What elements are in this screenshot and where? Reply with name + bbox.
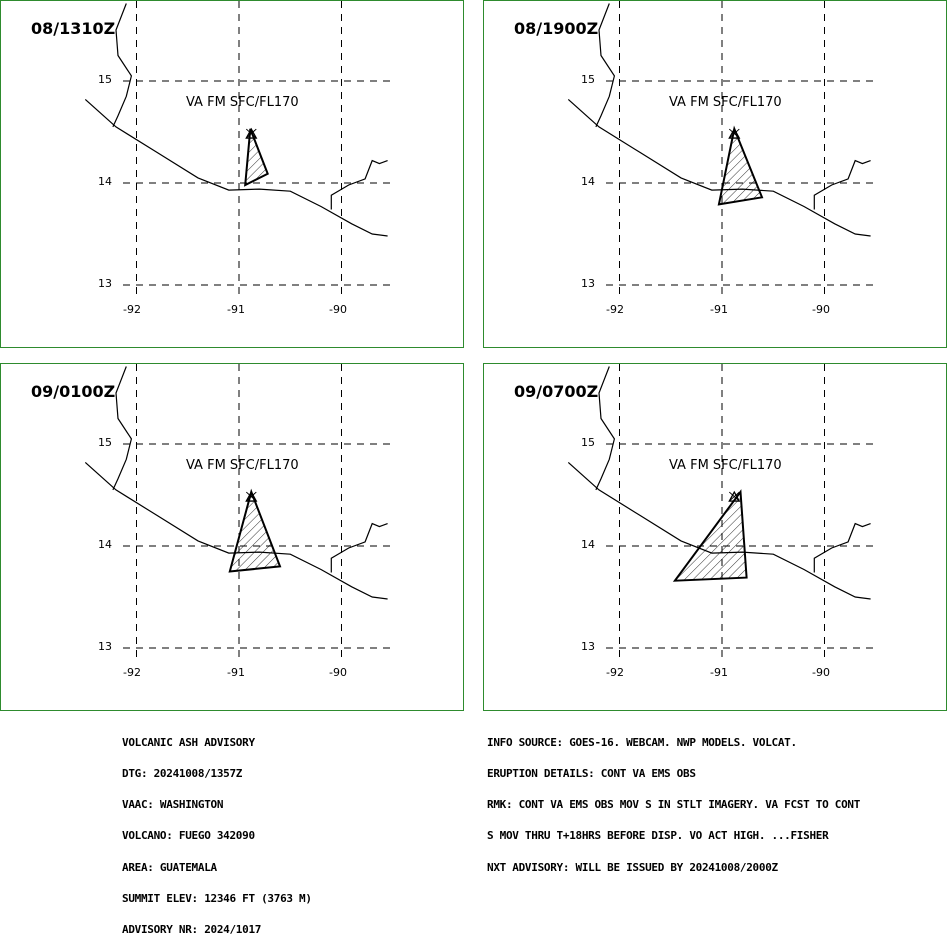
panel-time: 09/0100Z — [31, 382, 116, 401]
volcano-icon-cross — [728, 491, 740, 502]
lat-label-13: 13 — [581, 277, 595, 290]
volcano-icon — [245, 490, 258, 502]
advisory-next: NXT ADVISORY: WILL BE ISSUED BY 20241008… — [487, 860, 778, 874]
ash-height-label: VA FM SFC/FL170 — [669, 458, 782, 473]
coastline — [84, 98, 388, 237]
lat-label-14: 14 — [98, 538, 112, 551]
advisory-info-source: INFO SOURCE: GOES-16. WEBCAM. NWP MODELS… — [487, 735, 797, 749]
advisory-dtg: DTG: 20241008/1357Z — [122, 767, 243, 781]
lat-label-14: 14 — [581, 175, 595, 188]
border-mexico-guatemala — [112, 3, 133, 128]
volcano-icon — [728, 127, 741, 139]
border-guatemala-el-salvador — [813, 159, 871, 210]
advisory-remarks-cont: S MOV THRU T+18HRS BEFORE DISP. VO ACT H… — [487, 829, 829, 843]
panel-time: 09/0700Z — [514, 382, 599, 401]
border-mexico-guatemala — [595, 3, 616, 128]
lat-label-15: 15 — [98, 73, 112, 86]
forecast-panel-4: 09/0700Z VA FM SFC/FL170 15 14 13 -92 -9… — [483, 363, 947, 711]
coastline — [84, 461, 388, 600]
map-canvas — [84, 1, 395, 297]
advisory-header-block: VOLCANIC ASH ADVISORY DTG: 20241008/1357… — [122, 717, 312, 946]
volcano-icon — [728, 490, 741, 502]
lat-label-14: 14 — [98, 175, 112, 188]
advisory-eruption-details: ERUPTION DETAILS: CONT VA EMS OBS — [487, 767, 696, 781]
lon-label-91: -91 — [710, 666, 728, 679]
lat-label-15: 15 — [98, 436, 112, 449]
panel-time: 08/1310Z — [31, 19, 116, 38]
ash-cloud-polygon — [672, 489, 748, 582]
ash-height-label: VA FM SFC/FL170 — [669, 95, 782, 110]
lon-label-92: -92 — [123, 303, 141, 316]
volcano-icon-cross — [245, 491, 257, 502]
ash-height-label: VA FM SFC/FL170 — [186, 458, 299, 473]
forecast-panel-1: 08/1310Z VA FM SFC/FL170 15 14 13 -92 -9… — [0, 0, 464, 348]
map-canvas — [567, 364, 878, 660]
lat-label-13: 13 — [98, 277, 112, 290]
ash-cloud-polygon — [244, 128, 269, 187]
lon-label-92: -92 — [606, 666, 624, 679]
border-mexico-guatemala — [112, 366, 133, 491]
lat-label-15: 15 — [581, 73, 595, 86]
lon-label-92: -92 — [123, 666, 141, 679]
advisory-title: VOLCANIC ASH ADVISORY — [122, 735, 255, 749]
advisory-area: AREA: GUATEMALA — [122, 860, 217, 874]
map-canvas — [567, 1, 878, 297]
volcano-icon-cross — [245, 128, 257, 139]
panel-time: 08/1900Z — [514, 19, 599, 38]
ash-height-label: VA FM SFC/FL170 — [186, 95, 299, 110]
lon-label-91: -91 — [227, 666, 245, 679]
ash-cloud-polygon — [717, 125, 764, 206]
lat-label-14: 14 — [581, 538, 595, 551]
map-canvas — [84, 364, 395, 660]
lon-label-92: -92 — [606, 303, 624, 316]
lon-label-90: -90 — [329, 303, 347, 316]
lon-label-90: -90 — [812, 666, 830, 679]
coastline — [567, 98, 871, 237]
forecast-panel-3: 09/0100Z VA FM SFC/FL170 15 14 13 -92 -9… — [0, 363, 464, 711]
lon-label-91: -91 — [227, 303, 245, 316]
advisory-number: ADVISORY NR: 2024/1017 — [122, 923, 262, 937]
border-guatemala-el-salvador — [330, 159, 388, 210]
border-mexico-guatemala — [595, 366, 616, 491]
volcano-icon — [245, 127, 258, 139]
border-guatemala-el-salvador — [813, 522, 871, 573]
volcano-icon-cross — [728, 128, 740, 139]
lon-label-90: -90 — [812, 303, 830, 316]
lon-label-91: -91 — [710, 303, 728, 316]
advisory-details-block: INFO SOURCE: GOES-16. WEBCAM. NWP MODELS… — [487, 717, 860, 883]
border-guatemala-el-salvador — [330, 522, 388, 573]
advisory-vaac: VAAC: WASHINGTON — [122, 798, 224, 812]
lon-label-90: -90 — [329, 666, 347, 679]
lat-label-13: 13 — [98, 640, 112, 653]
advisory-summit-elev: SUMMIT ELEV: 12346 FT (3763 M) — [122, 891, 312, 905]
ash-cloud-polygon — [228, 488, 282, 573]
lat-label-15: 15 — [581, 436, 595, 449]
lat-label-13: 13 — [581, 640, 595, 653]
advisory-remarks: RMK: CONT VA EMS OBS MOV S IN STLT IMAGE… — [487, 798, 861, 812]
forecast-panel-2: 08/1900Z VA FM SFC/FL170 15 14 13 -92 -9… — [483, 0, 947, 348]
advisory-volcano: VOLCANO: FUEGO 342090 — [122, 829, 255, 843]
